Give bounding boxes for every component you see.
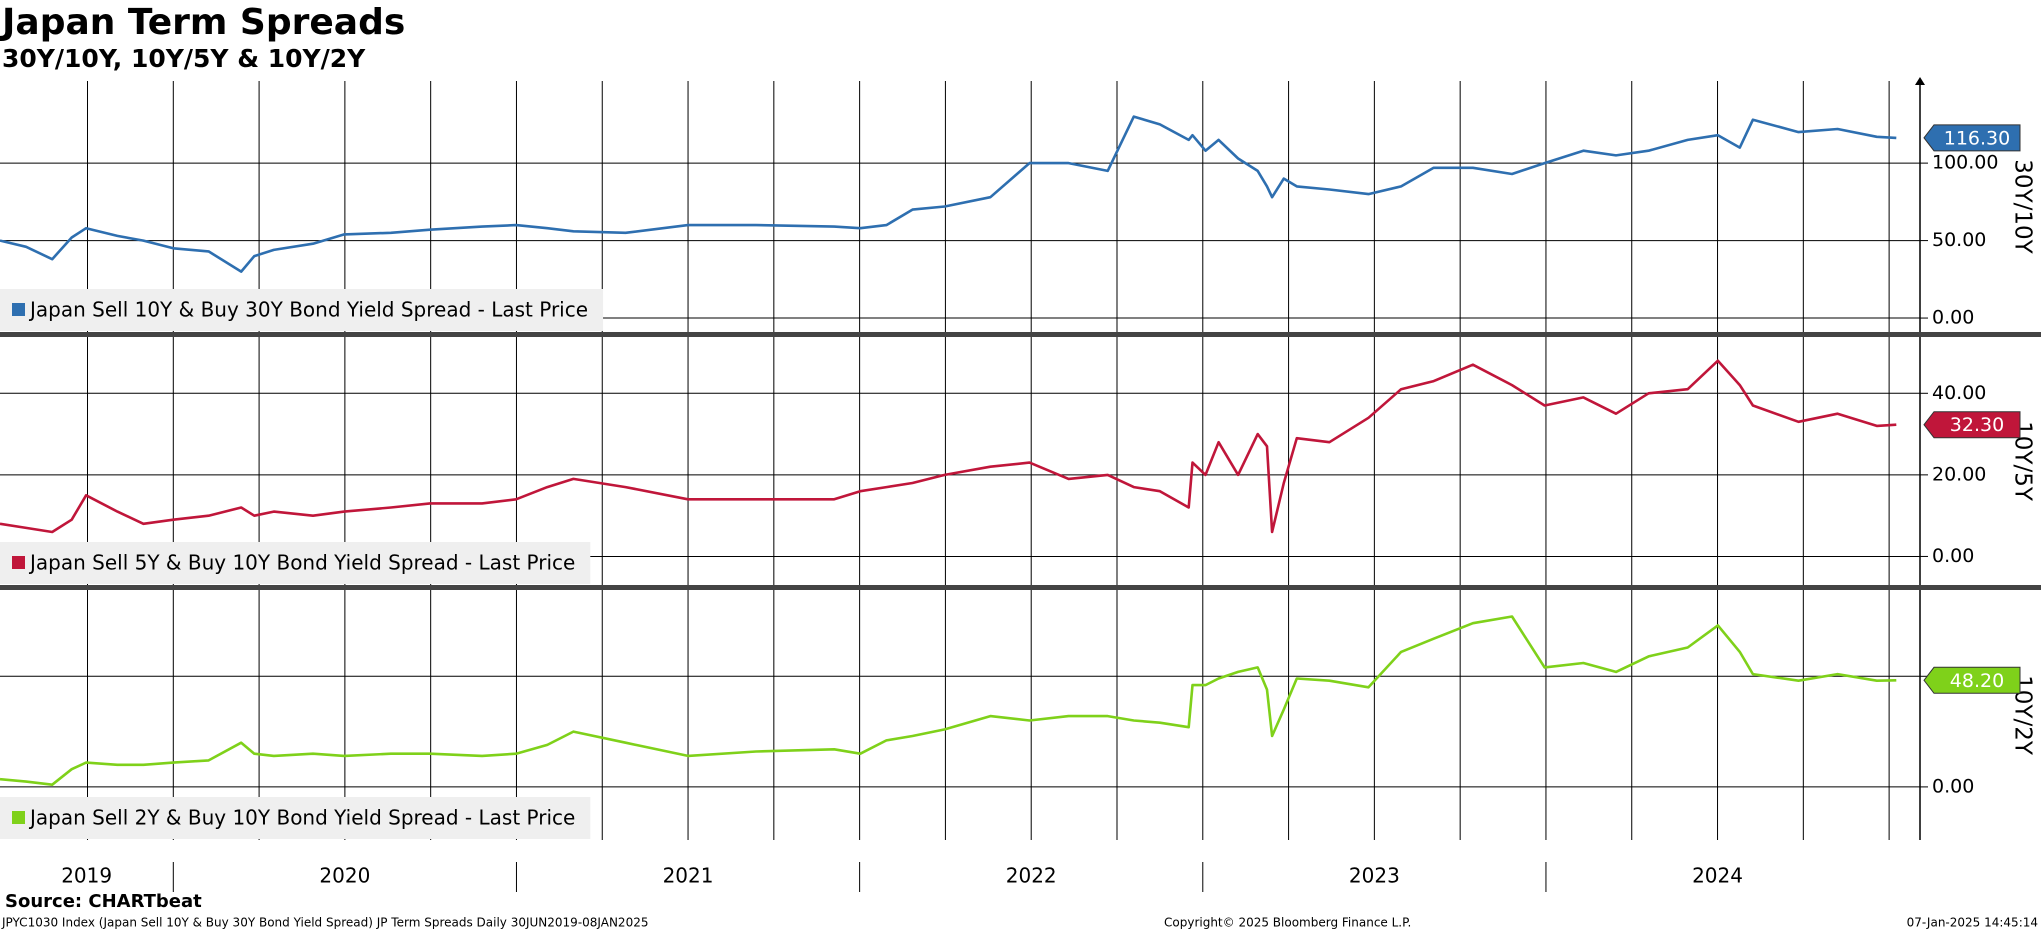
chart-title: Japan Term Spreads <box>0 2 405 43</box>
last-price-label: 48.20 <box>1950 670 2004 692</box>
x-tick-label: 2022 <box>1006 864 1057 888</box>
last-price-label: 116.30 <box>1944 127 2010 149</box>
y-tick-label: 50.00 <box>1932 229 1986 251</box>
y-tick-label: 100.00 <box>1932 152 1998 174</box>
legend-background <box>0 542 591 584</box>
x-tick-label: 2020 <box>319 864 370 888</box>
y-tick-label: 0.00 <box>1932 307 1974 329</box>
legend-label: Japan Sell 10Y & Buy 30Y Bond Yield Spre… <box>28 298 588 322</box>
timestamp: 07-Jan-2025 14:45:14 <box>1907 916 2038 930</box>
x-tick-label: 2019 <box>61 864 112 888</box>
y-tick-label: 0.00 <box>1932 775 1974 797</box>
copyright: Copyright© 2025 Bloomberg Finance L.P. <box>1164 916 1411 930</box>
legend-swatch <box>12 811 25 824</box>
legend-swatch <box>12 556 25 569</box>
last-price-badge <box>1923 411 2021 439</box>
y-axis-label: 30Y/10Y <box>2010 159 2036 254</box>
legend-label: Japan Sell 2Y & Buy 10Y Bond Yield Sprea… <box>28 806 575 830</box>
last-price-label: 32.30 <box>1950 414 2004 436</box>
x-tick-label: 2021 <box>663 864 714 888</box>
y-tick-label: 40.00 <box>1932 382 1986 404</box>
footer-description: JPYC1030 Index (Japan Sell 10Y & Buy 30Y… <box>1 916 648 930</box>
chart-subtitle: 30Y/10Y, 10Y/5Y & 10Y/2Y <box>2 44 366 73</box>
x-tick-label: 2023 <box>1349 864 1400 888</box>
series-line <box>0 359 1897 534</box>
series-line <box>0 115 1897 273</box>
x-tick-label: 2024 <box>1692 864 1743 888</box>
last-price-badge <box>1923 666 2021 694</box>
series-line <box>0 615 1897 786</box>
y-tick-label: 0.00 <box>1932 545 1974 567</box>
axis-arrow <box>1915 77 1925 85</box>
last-price-badge <box>1923 124 2021 152</box>
legend-swatch <box>12 303 25 316</box>
legend-background <box>0 797 591 839</box>
legend-label: Japan Sell 5Y & Buy 10Y Bond Yield Sprea… <box>28 551 575 575</box>
y-tick-label: 20.00 <box>1932 463 1986 485</box>
legend-background <box>0 289 604 331</box>
source: Source: CHARTbeat <box>5 891 202 912</box>
